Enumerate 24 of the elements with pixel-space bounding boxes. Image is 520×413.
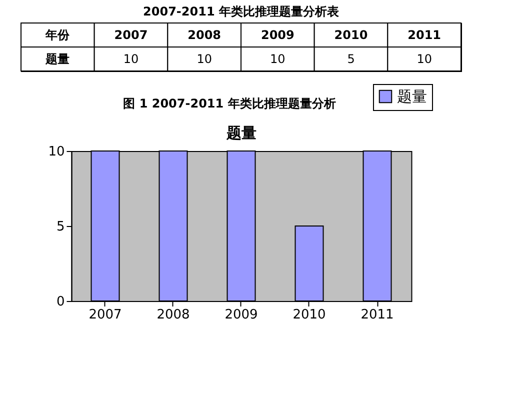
text: 年份 <box>44 28 71 42</box>
x-tick-label: 2011 <box>408 28 442 42</box>
data-label: 10 <box>196 52 212 66</box>
x-tick-label: 2007 <box>114 28 148 42</box>
x-tick-label: 2008 <box>156 308 190 322</box>
x-tick-label: 2009 <box>224 308 258 322</box>
x-tick-label: 2009 <box>260 28 294 42</box>
data-label: 5 <box>347 52 355 66</box>
x-tick-label: 2010 <box>334 28 368 42</box>
y-tick-label: 5 <box>56 220 65 234</box>
data-label: 10 <box>416 52 432 66</box>
x-tick-label: 2008 <box>188 28 222 42</box>
x-tick-label: 2007 <box>88 308 122 322</box>
chart-title: 2007-2011 年类比推理题量分析表 <box>143 4 340 18</box>
x-tick-label: 2010 <box>292 308 326 322</box>
y-tick-label: 题量 <box>44 52 70 66</box>
y-tick-label: 0 <box>56 294 65 310</box>
caption: 图 1 2007-2011 年类比推理题量分析 <box>123 96 336 110</box>
y-tick-label: 10 <box>48 144 65 160</box>
data-label: 10 <box>270 52 286 66</box>
legend-label: 题量 <box>397 88 427 106</box>
data-label: 10 <box>123 52 139 66</box>
chart-title: 题量 <box>225 124 256 142</box>
x-tick-label: 2011 <box>360 308 394 322</box>
